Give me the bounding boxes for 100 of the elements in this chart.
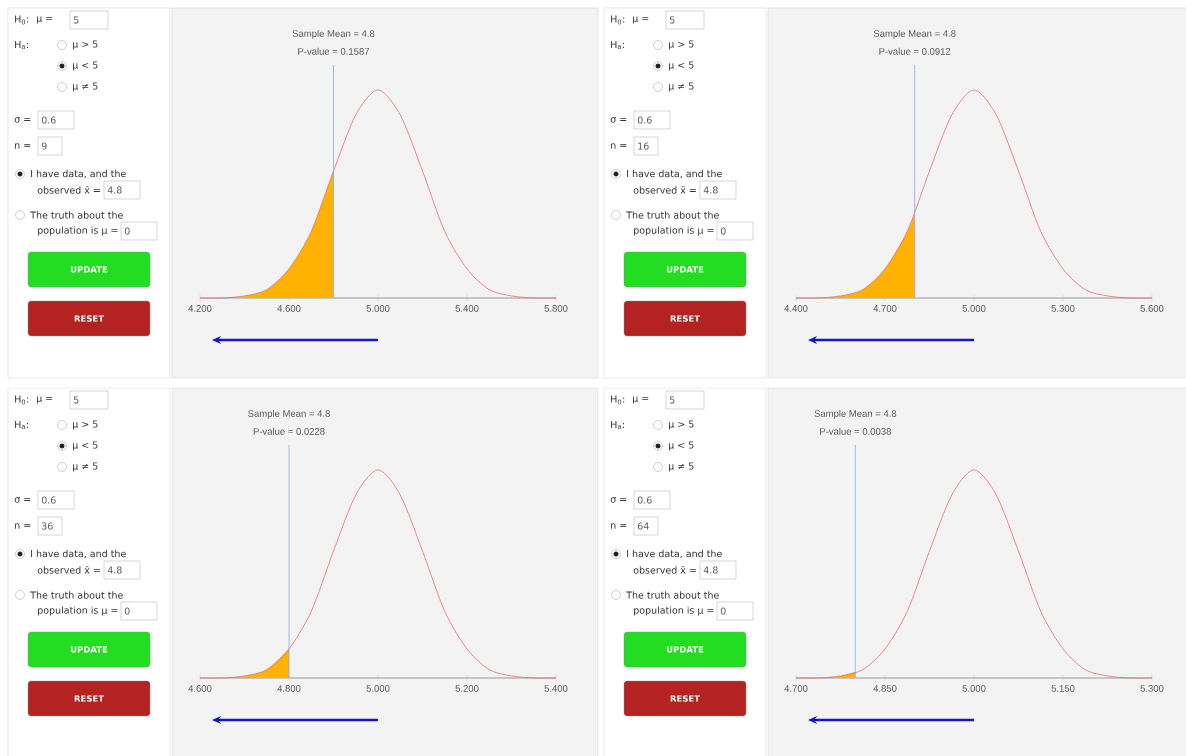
x-tick-label: 5.000 (962, 305, 986, 312)
x-tick-label: 5.000 (366, 685, 390, 692)
chart-title: Sample Mean = 4.8 (814, 409, 897, 419)
text: 0 (720, 607, 726, 615)
text: 4.8 (107, 566, 122, 574)
text: I have data, and the (627, 169, 722, 179)
text: σ = (610, 497, 627, 503)
text: μ = (633, 396, 649, 404)
text: μ < 5 (669, 441, 694, 451)
x-tick-label: 4.700 (784, 685, 808, 692)
text: 4.8 (107, 186, 122, 194)
text: observed x̄ = (37, 186, 100, 194)
text: H$_{a}$: (15, 420, 29, 430)
text: 0.6 (41, 116, 56, 124)
text: μ < 5 (73, 441, 98, 451)
text: 16 (638, 142, 649, 150)
text: observed x̄ = (633, 186, 696, 194)
text: 9 (41, 142, 47, 150)
text: 0.6 (41, 496, 56, 504)
x-tick-label: 5.400 (544, 685, 568, 692)
text: UPDATE (666, 646, 704, 653)
text: 0.6 (637, 116, 652, 124)
text: μ = (633, 16, 649, 24)
chart-title: Sample Mean = 4.8 (873, 29, 956, 39)
x-tick-label: 5.000 (962, 685, 986, 692)
text: 5 (73, 396, 79, 404)
chart-subtitle: P-value = 0.0912 (879, 47, 951, 55)
text: RESET (670, 695, 700, 702)
text: 64 (637, 522, 649, 530)
text: 4.8 (703, 566, 718, 574)
text: μ < 5 (669, 61, 694, 71)
x-tick-label: 5.800 (544, 305, 568, 312)
chart-subtitle: P-value = 0.0228 (253, 427, 325, 435)
text: μ ≠ 5 (669, 82, 694, 92)
chart-subtitle: P-value = 0.1587 (298, 47, 370, 55)
text: 0 (720, 227, 726, 235)
text: The truth about the (626, 211, 719, 219)
chart-title: Sample Mean = 4.8 (248, 409, 330, 419)
text: n = (15, 523, 31, 529)
text: σ = (14, 117, 31, 123)
text: σ = (14, 497, 31, 503)
x-tick-label: 4.400 (784, 305, 808, 312)
text: population is μ = (38, 606, 118, 616)
text: population is μ = (634, 606, 714, 616)
text: μ > 5 (669, 420, 694, 430)
text: RESET (74, 315, 104, 322)
text: population is μ = (38, 226, 118, 236)
text: σ = (610, 117, 627, 123)
text: H$_{a}$: (611, 40, 625, 49)
text: μ = (37, 16, 53, 24)
text: 0.6 (637, 496, 652, 504)
text: The truth about the (626, 591, 719, 599)
text: observed x̄ = (37, 566, 100, 574)
text: H$_{0}$: (15, 395, 29, 405)
x-tick-label: 4.200 (188, 305, 212, 312)
text: UPDATE (70, 646, 108, 653)
text: RESET (74, 695, 104, 702)
x-tick-label: 5.600 (1140, 305, 1164, 312)
text: μ ≠ 5 (73, 82, 98, 92)
text: UPDATE (666, 266, 704, 273)
text: n = (15, 143, 31, 149)
text: population is μ = (634, 226, 714, 236)
text: 4.8 (703, 186, 718, 194)
text: 36 (41, 522, 53, 530)
text: UPDATE (70, 266, 108, 273)
x-tick-label: 5.400 (455, 305, 479, 312)
x-tick-label: 5.150 (1051, 685, 1075, 692)
x-tick-label: 4.600 (277, 305, 301, 312)
text: μ ≠ 5 (669, 462, 694, 472)
x-tick-label: 5.200 (455, 685, 479, 692)
x-tick-label: 5.300 (1140, 685, 1164, 692)
text: H$_{0}$: (15, 15, 29, 25)
chart-subtitle: P-value = 0.0038 (820, 427, 891, 435)
text: μ > 5 (73, 420, 98, 430)
x-tick-label: 5.000 (366, 305, 390, 312)
x-tick-label: 4.600 (188, 685, 212, 692)
x-tick-label: 4.850 (873, 685, 897, 692)
text: μ ≠ 5 (73, 462, 98, 472)
x-tick-label: 4.800 (277, 685, 301, 692)
text: H$_{a}$: (611, 420, 625, 430)
x-tick-label: 5.300 (1051, 305, 1075, 312)
text: 0 (124, 607, 130, 615)
text: μ < 5 (73, 61, 98, 71)
text: H$_{0}$: (611, 395, 625, 405)
text: 0 (124, 227, 130, 235)
chart-title: Sample Mean = 4.8 (292, 29, 375, 39)
text: n = (611, 523, 627, 529)
text: I have data, and the (627, 549, 722, 559)
text: H$_{0}$: (611, 15, 625, 25)
text: μ > 5 (669, 40, 694, 50)
text: observed x̄ = (633, 566, 696, 574)
text: 5 (669, 396, 675, 404)
text: I have data, and the (31, 169, 126, 179)
text: 5 (669, 16, 675, 24)
text: RESET (670, 315, 700, 322)
x-tick-label: 4.700 (873, 305, 897, 312)
text: μ > 5 (73, 40, 98, 50)
text: μ = (37, 396, 53, 404)
text: n = (611, 143, 627, 149)
text: 5 (73, 16, 79, 24)
